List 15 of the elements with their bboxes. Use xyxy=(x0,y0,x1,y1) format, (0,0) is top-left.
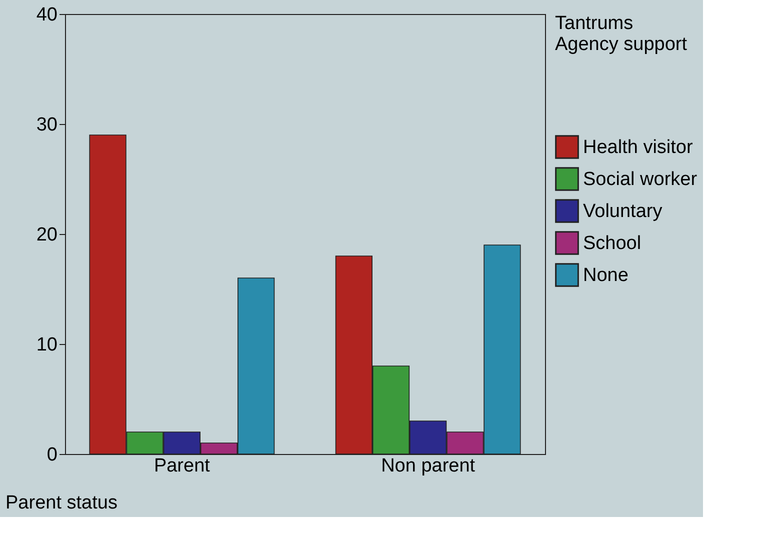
x-tick-label: Non parent xyxy=(381,456,476,476)
legend-label: None xyxy=(583,265,628,286)
legend-label: Voluntary xyxy=(583,201,663,222)
y-tick-label: 10 xyxy=(36,334,58,356)
y-tick-label: 30 xyxy=(36,114,58,136)
y-tick-label: 20 xyxy=(36,224,58,246)
x-axis-title: Parent status xyxy=(6,492,118,514)
legend-label: School xyxy=(583,233,642,254)
x-tick-label: Parent xyxy=(154,456,211,476)
y-tick-label: 40 xyxy=(36,4,58,26)
legend-label: Social worker xyxy=(583,169,698,190)
y-tick-label: 0 xyxy=(46,444,58,466)
legend-label: Health visitor xyxy=(583,137,694,158)
legend-title: Agency support xyxy=(555,34,688,55)
text: Tantrums xyxy=(555,13,634,34)
